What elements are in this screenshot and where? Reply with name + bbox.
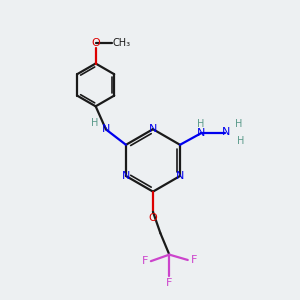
Text: N: N — [149, 124, 157, 134]
Text: H: H — [91, 118, 98, 128]
Text: N: N — [176, 171, 184, 181]
Text: H: H — [237, 136, 244, 146]
Text: O: O — [148, 213, 157, 223]
Text: N: N — [222, 128, 230, 137]
Text: H: H — [235, 118, 242, 128]
Text: H: H — [197, 118, 204, 128]
Text: N: N — [197, 128, 206, 138]
Text: O: O — [91, 38, 100, 48]
Text: N: N — [102, 124, 111, 134]
Text: CH₃: CH₃ — [112, 38, 130, 48]
Text: F: F — [166, 278, 172, 288]
Text: F: F — [190, 255, 197, 265]
Text: F: F — [142, 256, 148, 266]
Text: N: N — [122, 171, 130, 181]
